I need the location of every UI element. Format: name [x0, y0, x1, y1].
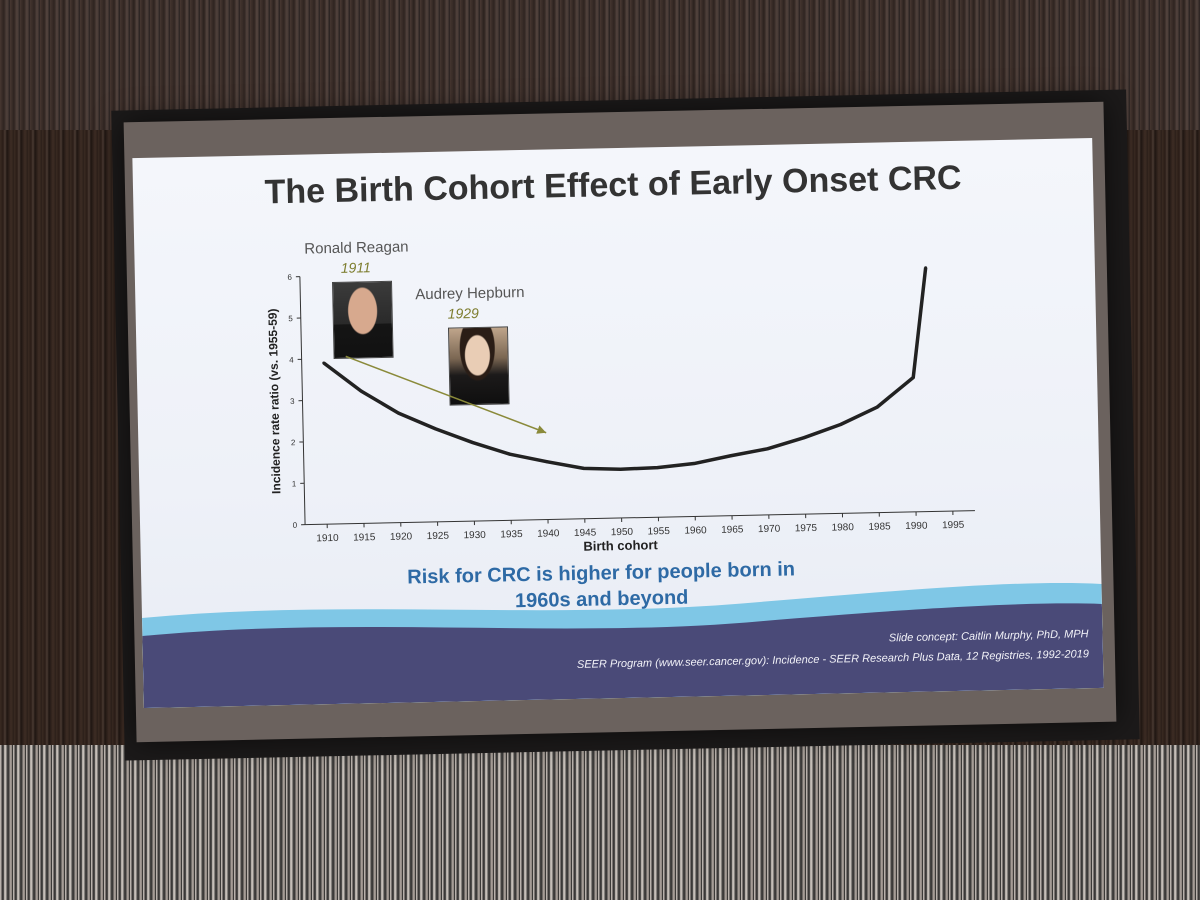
- risk-statement: Risk for CRC is higher for people born i…: [361, 555, 842, 617]
- x-tick-label: 1925: [427, 531, 450, 542]
- x-tick-label: 1955: [647, 526, 670, 537]
- y-tick-label: 0: [293, 521, 298, 530]
- x-tick-label: 1935: [500, 529, 523, 540]
- y-tick-label: 6: [287, 273, 292, 282]
- floor-background: [0, 745, 1200, 900]
- x-tick-label: 1910: [316, 533, 339, 544]
- data-point: [765, 447, 769, 451]
- x-axis-label: Birth cohort: [583, 537, 658, 554]
- data-point: [655, 466, 659, 470]
- x-tick-label: 1940: [537, 528, 560, 539]
- x-tick-label: 1945: [574, 528, 597, 539]
- x-tick-label: 1915: [353, 532, 376, 543]
- chart-marks: [322, 266, 928, 471]
- x-tick-label: 1995: [942, 520, 965, 531]
- presentation-slide: The Birth Cohort Effect of Early Onset C…: [132, 138, 1104, 709]
- data-point: [911, 376, 915, 380]
- y-tick-label: 2: [291, 438, 296, 447]
- x-tick-label: 1950: [611, 527, 634, 538]
- y-axis-label: Incidence rate ratio (vs. 1955-59): [266, 308, 284, 494]
- data-point: [619, 467, 623, 471]
- trend-arrow: [345, 355, 547, 434]
- data-point: [802, 436, 806, 440]
- data-point: [924, 266, 928, 270]
- x-tick-label: 1960: [684, 525, 707, 536]
- data-point: [322, 361, 326, 365]
- x-axis-line: [305, 510, 975, 526]
- y-tick-label: 4: [289, 355, 294, 364]
- x-tick-label: 1920: [390, 531, 413, 542]
- x-tick-label: 1930: [463, 530, 486, 541]
- data-point: [434, 427, 438, 431]
- x-tick-label: 1980: [832, 522, 855, 533]
- data-point: [545, 460, 549, 464]
- y-tick-label: 5: [288, 314, 293, 323]
- data-point: [875, 405, 879, 409]
- data-point: [359, 389, 363, 393]
- data-point: [471, 441, 475, 445]
- x-tick-label: 1975: [795, 523, 818, 534]
- x-tick-label: 1985: [868, 521, 891, 532]
- x-tick-label: 1970: [758, 524, 781, 535]
- data-point: [582, 466, 586, 470]
- x-tick-label: 1965: [721, 524, 744, 535]
- data-point: [729, 454, 733, 458]
- projector-screen: The Birth Cohort Effect of Early Onset C…: [123, 101, 1117, 743]
- data-point: [839, 423, 843, 427]
- incidence-series-line: [322, 267, 928, 471]
- y-tick-label: 3: [290, 397, 295, 406]
- data-point: [508, 452, 512, 456]
- data-point: [692, 462, 696, 466]
- incidence-line-chart: 1910 1915 1920 1925 1930 1935 1940 1945 1950 1955…: [266, 266, 975, 554]
- data-point: [396, 411, 400, 415]
- x-tick-label: 1990: [905, 521, 928, 532]
- slide-wave-decoration: [142, 582, 1104, 709]
- chart-axes: 1910 1915 1920 1925 1930 1935 1940 1945 1950 1955…: [266, 273, 975, 554]
- y-tick-label: 1: [292, 479, 297, 488]
